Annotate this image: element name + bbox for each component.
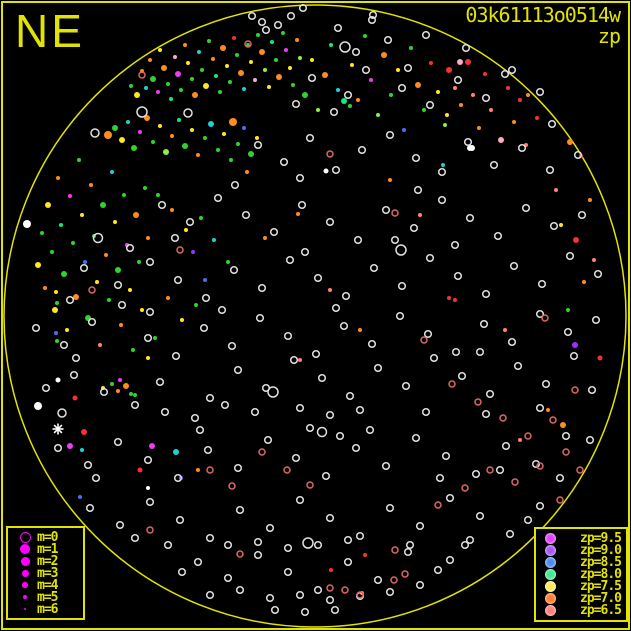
legend-label: zp=7.0 (580, 591, 622, 607)
legend-row: m=6 (13, 601, 78, 617)
zeropoint-marker-icon (544, 568, 556, 580)
zeropoint-marker-icon (544, 556, 556, 568)
magnitude-legend: m=0 m=1 m=2 m=3 m=4 m=5 m=6 (6, 526, 85, 620)
magnitude-marker-icon (20, 556, 30, 566)
plot-quantity-label: zp (597, 24, 621, 48)
horizon-circle (3, 4, 627, 628)
legend-label: zp=8.5 (580, 554, 622, 570)
zeropoint-marker-icon (544, 581, 556, 593)
legend-label: zp=9.0 (580, 542, 622, 558)
legend-label: m=4 (37, 577, 59, 593)
orientation-label: NE (15, 5, 85, 57)
legend-label: m=6 (37, 601, 59, 617)
magnitude-marker-icon (21, 569, 29, 577)
legend-row: zp=7.5 (541, 579, 622, 595)
sky-points (23, 3, 603, 617)
legend-row: m=3 (13, 565, 78, 581)
title-block: 03k61113o0514w zp (465, 3, 621, 48)
legend-row: zp=9.5 (541, 530, 622, 546)
magnitude-marker-icon (23, 607, 27, 611)
legend-label: zp=9.5 (580, 530, 622, 546)
legend-label: m=5 (37, 589, 59, 605)
zeropoint-marker-icon (544, 532, 556, 544)
legend-label: zp=6.5 (580, 603, 622, 619)
legend-label: m=2 (37, 553, 59, 569)
legend-row: zp=6.5 (541, 603, 622, 619)
legend-row: m=0 (13, 529, 78, 545)
legend-row: zp=7.0 (541, 591, 622, 607)
magnitude-marker-icon (22, 582, 28, 588)
legend-label: m=3 (37, 565, 59, 581)
zeropoint-legend: zp=9.5 zp=9.0 zp=8.5 zp=8.0 zp=7.5 zp=7.… (534, 527, 628, 622)
legend-row: m=5 (13, 589, 78, 605)
plot-id: 03k61113o0514w (465, 3, 621, 27)
legend-label: zp=7.5 (580, 579, 622, 595)
legend-row: zp=8.5 (541, 554, 622, 570)
magnitude-marker-icon (19, 531, 31, 543)
legend-label: zp=8.0 (580, 566, 622, 582)
legend-row: m=4 (13, 577, 78, 593)
legend-row: zp=9.0 (541, 542, 622, 558)
zeropoint-marker-icon (544, 544, 556, 556)
legend-label: m=0 (37, 529, 59, 545)
legend-row: m=2 (13, 553, 78, 569)
magnitude-marker-icon (20, 544, 30, 554)
magnitude-marker-icon (23, 595, 27, 599)
zeropoint-marker-icon (544, 605, 556, 617)
legend-label: m=1 (37, 541, 59, 557)
legend-row: zp=8.0 (541, 566, 622, 582)
legend-row: m=1 (13, 541, 78, 557)
zeropoint-marker-icon (544, 593, 556, 605)
